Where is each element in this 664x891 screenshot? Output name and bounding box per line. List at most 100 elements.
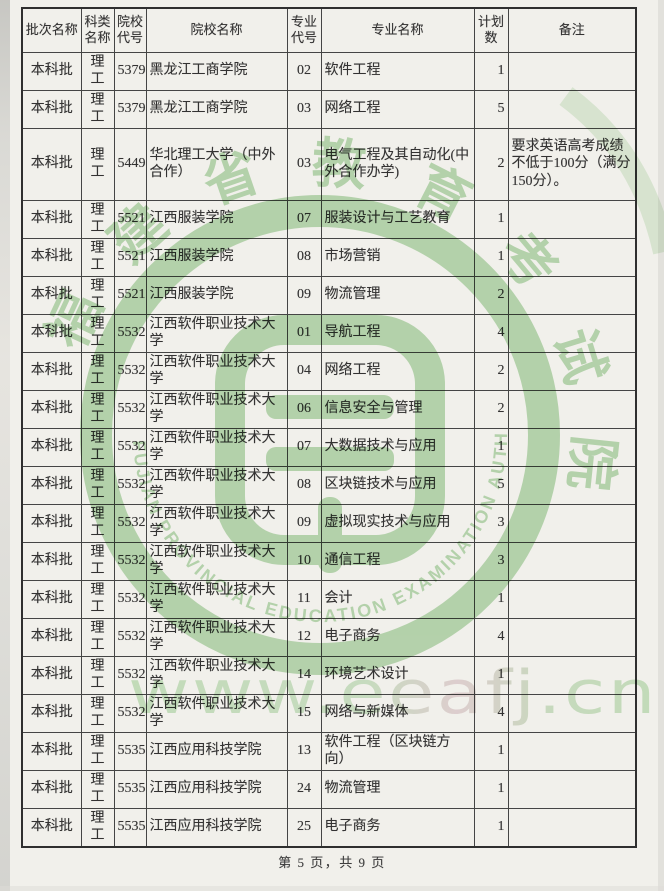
cell-major: 导航工程 bbox=[320, 313, 475, 353]
cell-major-code: 11 bbox=[286, 579, 322, 619]
cell-note bbox=[507, 807, 637, 847]
table-row: 本科批 理工 5521 江西服装学院 07 服装设计与工艺教育 1 bbox=[21, 199, 637, 239]
table-row: 本科批 理工 5532 江西软件职业技术大学 09 虚拟现实技术与应用 3 bbox=[21, 503, 637, 543]
cell-plan: 2 bbox=[473, 275, 509, 315]
table-row: 本科批 理工 5535 江西应用科技学院 25 电子商务 1 bbox=[21, 807, 637, 847]
col-header-batch: 批次名称 bbox=[21, 7, 82, 53]
cell-batch: 本科批 bbox=[21, 51, 82, 91]
cell-major-code: 03 bbox=[286, 89, 322, 129]
cell-school-code: 5521 bbox=[113, 275, 147, 315]
cell-major-code: 25 bbox=[286, 807, 322, 847]
cell-batch: 本科批 bbox=[21, 579, 82, 619]
cell-major: 网络工程 bbox=[320, 351, 475, 391]
cell-major: 物流管理 bbox=[320, 275, 475, 315]
cell-note bbox=[507, 427, 637, 467]
cell-note bbox=[507, 769, 637, 809]
col-header-major-code: 专业代号 bbox=[286, 7, 322, 53]
cell-note bbox=[507, 313, 637, 353]
cell-batch: 本科批 bbox=[21, 89, 82, 129]
cell-note: 要求英语高考成绩不低于100分（满分150分）。 bbox=[507, 127, 637, 201]
cell-school-code: 5532 bbox=[113, 389, 147, 429]
cell-category: 理工 bbox=[80, 693, 115, 733]
cell-category: 理工 bbox=[80, 541, 115, 581]
cell-school-code: 5532 bbox=[113, 541, 147, 581]
cell-batch: 本科批 bbox=[21, 617, 82, 657]
cell-category: 理工 bbox=[80, 731, 115, 771]
table-row: 本科批 理工 5532 江西软件职业技术大学 04 网络工程 2 bbox=[21, 351, 637, 391]
cell-major: 电子商务 bbox=[320, 807, 475, 847]
cell-category: 理工 bbox=[80, 579, 115, 619]
table-row: 本科批 理工 5535 江西应用科技学院 24 物流管理 1 bbox=[21, 769, 637, 809]
cell-school: 江西软件职业技术大学 bbox=[145, 579, 288, 619]
table-row: 本科批 理工 5532 江西软件职业技术大学 01 导航工程 4 bbox=[21, 313, 637, 353]
cell-school: 江西软件职业技术大学 bbox=[145, 427, 288, 467]
cell-major: 电子商务 bbox=[320, 617, 475, 657]
cell-school-code: 5521 bbox=[113, 237, 147, 277]
cell-major-code: 04 bbox=[286, 351, 322, 391]
cell-major: 网络与新媒体 bbox=[320, 693, 475, 733]
table-row: 本科批 理工 5532 江西软件职业技术大学 10 通信工程 3 bbox=[21, 541, 637, 581]
cell-batch: 本科批 bbox=[21, 693, 82, 733]
cell-school-code: 5532 bbox=[113, 693, 147, 733]
admission-plan-table: 批次名称 科类名称 院校代号 院校名称 专业代号 专业名称 计划数 备注 本科批… bbox=[21, 7, 637, 848]
cell-school: 江西软件职业技术大学 bbox=[145, 465, 288, 505]
cell-category: 理工 bbox=[80, 503, 115, 543]
cell-major: 网络工程 bbox=[320, 89, 475, 129]
cell-note bbox=[507, 655, 637, 695]
cell-major: 通信工程 bbox=[320, 541, 475, 581]
cell-note bbox=[507, 237, 637, 277]
cell-category: 理工 bbox=[80, 389, 115, 429]
cell-major: 市场营销 bbox=[320, 237, 475, 277]
cell-batch: 本科批 bbox=[21, 199, 82, 239]
cell-major: 区块链技术与应用 bbox=[320, 465, 475, 505]
cell-school: 华北理工大学（中外合作） bbox=[145, 127, 288, 201]
scan-edge-right bbox=[658, 0, 664, 891]
cell-school: 江西软件职业技术大学 bbox=[145, 503, 288, 543]
cell-plan: 1 bbox=[473, 237, 509, 277]
cell-note bbox=[507, 199, 637, 239]
cell-batch: 本科批 bbox=[21, 313, 82, 353]
cell-major-code: 24 bbox=[286, 769, 322, 809]
table-row: 本科批 理工 5449 华北理工大学（中外合作） 03 电气工程及其自动化(中外合作办学)… bbox=[21, 127, 637, 201]
cell-note bbox=[507, 617, 637, 657]
cell-school-code: 5532 bbox=[113, 655, 147, 695]
cell-school-code: 5521 bbox=[113, 199, 147, 239]
cell-major-code: 13 bbox=[286, 731, 322, 771]
table-row: 本科批 理工 5379 黑龙江工商学院 02 软件工程 1 bbox=[21, 51, 637, 91]
cell-school-code: 5535 bbox=[113, 807, 147, 847]
cell-category: 理工 bbox=[80, 313, 115, 353]
cell-plan: 1 bbox=[473, 579, 509, 619]
table-row: 本科批 理工 5532 江西软件职业技术大学 15 网络与新媒体 4 bbox=[21, 693, 637, 733]
cell-major: 物流管理 bbox=[320, 769, 475, 809]
table-row: 本科批 理工 5532 江西软件职业技术大学 06 信息安全与管理 2 bbox=[21, 389, 637, 429]
cell-major-code: 09 bbox=[286, 275, 322, 315]
cell-category: 理工 bbox=[80, 199, 115, 239]
header-row: 批次名称 科类名称 院校代号 院校名称 专业代号 专业名称 计划数 备注 bbox=[21, 7, 637, 53]
cell-school: 江西应用科技学院 bbox=[145, 731, 288, 771]
cell-major: 软件工程（区块链方向） bbox=[320, 731, 475, 771]
cell-plan: 1 bbox=[473, 427, 509, 467]
cell-note bbox=[507, 51, 637, 91]
cell-note bbox=[507, 503, 637, 543]
cell-category: 理工 bbox=[80, 769, 115, 809]
cell-major-code: 02 bbox=[286, 51, 322, 91]
cell-batch: 本科批 bbox=[21, 427, 82, 467]
col-header-major-name: 专业名称 bbox=[320, 7, 475, 53]
cell-school: 江西服装学院 bbox=[145, 237, 288, 277]
cell-note bbox=[507, 541, 637, 581]
cell-category: 理工 bbox=[80, 51, 115, 91]
cell-batch: 本科批 bbox=[21, 769, 82, 809]
table-row: 本科批 理工 5532 江西软件职业技术大学 14 环境艺术设计 1 bbox=[21, 655, 637, 695]
cell-category: 理工 bbox=[80, 465, 115, 505]
col-header-plan-count: 计划数 bbox=[473, 7, 509, 53]
plan-table-body: 本科批 理工 5379 黑龙江工商学院 02 软件工程 1 本科批 理工 5379 黑龙江工商学院 0… bbox=[21, 51, 637, 847]
cell-plan: 2 bbox=[473, 351, 509, 391]
cell-major: 信息安全与管理 bbox=[320, 389, 475, 429]
cell-plan: 4 bbox=[473, 313, 509, 353]
cell-plan: 1 bbox=[473, 807, 509, 847]
cell-plan: 5 bbox=[473, 465, 509, 505]
table-row: 本科批 理工 5532 江西软件职业技术大学 12 电子商务 4 bbox=[21, 617, 637, 657]
cell-school: 江西软件职业技术大学 bbox=[145, 617, 288, 657]
cell-category: 理工 bbox=[80, 655, 115, 695]
cell-school-code: 5535 bbox=[113, 731, 147, 771]
